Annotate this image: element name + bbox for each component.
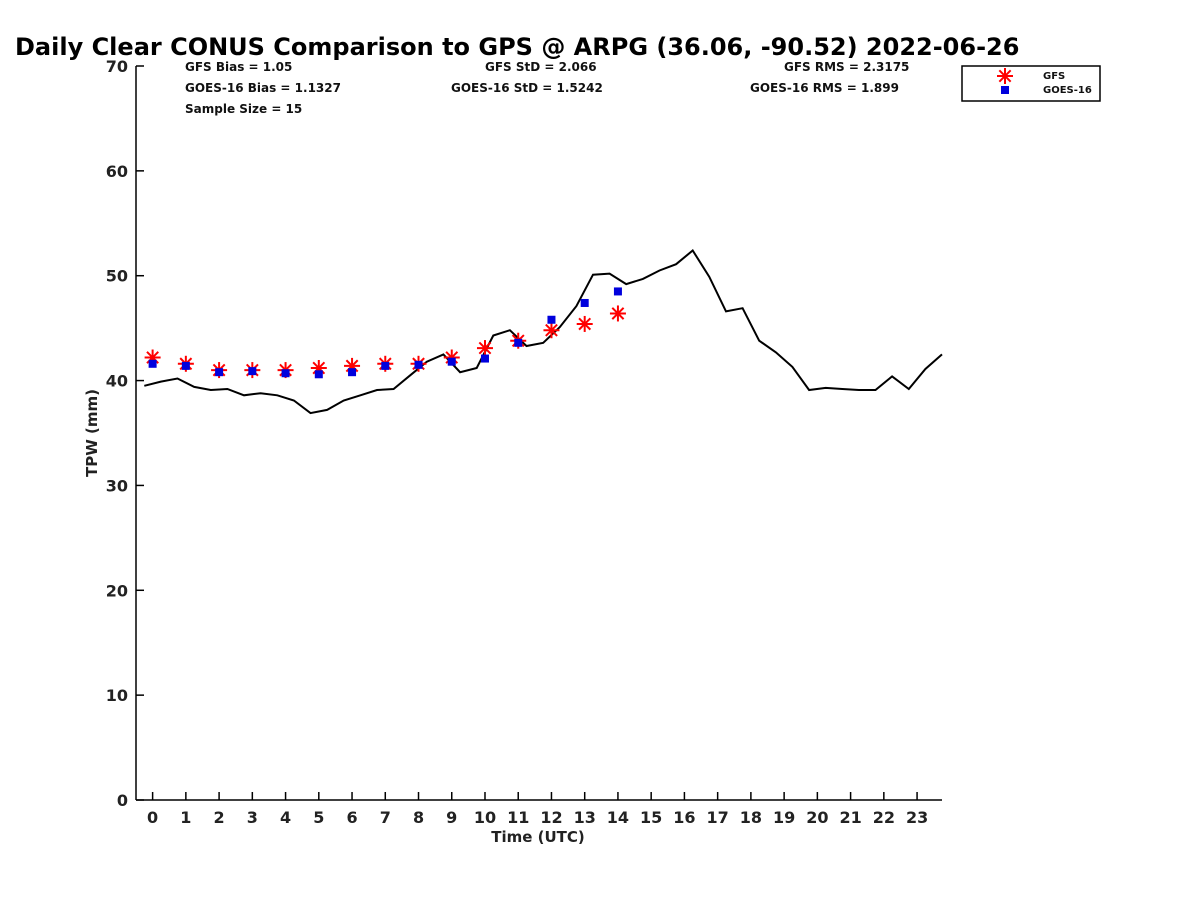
goes-point (514, 338, 523, 347)
goes-point (148, 359, 157, 368)
goes-point (181, 361, 190, 370)
plot-area (144, 249, 943, 415)
legend-goes-marker (1001, 86, 1009, 94)
x-tick-label: 11 (507, 808, 529, 827)
y-tick-label: 40 (106, 372, 128, 391)
goes-point (547, 315, 556, 324)
stat-goes-std: GOES-16 StD = 1.5242 (451, 81, 603, 95)
x-tick-label: 20 (806, 808, 828, 827)
goes-point (414, 360, 423, 369)
stats-block: GFS Bias = 1.05 GOES-16 Bias = 1.1327 Sa… (185, 60, 909, 116)
legend-goes-label: GOES-16 (1043, 85, 1092, 96)
x-tick-label: 23 (906, 808, 928, 827)
stat-goes-rms: GOES-16 RMS = 1.899 (750, 81, 899, 95)
gps-line (144, 249, 943, 415)
gfs-point (576, 315, 593, 332)
x-tick-label: 8 (413, 808, 424, 827)
goes-point (447, 357, 456, 366)
x-tick-label: 19 (773, 808, 795, 827)
goes-point (480, 354, 489, 363)
x-tick-label: 13 (574, 808, 596, 827)
goes-point (281, 369, 290, 378)
x-tick-label: 6 (346, 808, 357, 827)
x-tick-label: 16 (673, 808, 695, 827)
x-tick-label: 2 (214, 808, 225, 827)
x-tick-label: 5 (313, 808, 324, 827)
goes-point (215, 368, 224, 377)
x-tick-label: 18 (740, 808, 762, 827)
legend-gfs-asterisk (997, 68, 1013, 84)
x-tick-label: 14 (607, 808, 629, 827)
stat-gfs-std: GFS StD = 2.066 (485, 60, 597, 74)
y-tick-label: 30 (106, 476, 128, 495)
y-tick-label: 20 (106, 581, 128, 600)
y-tick-label: 60 (106, 162, 128, 181)
x-tick-label: 7 (380, 808, 391, 827)
x-axis-label: Time (UTC) (491, 828, 585, 846)
y-axis-label: TPW (mm) (83, 389, 101, 477)
x-tick-label: 10 (474, 808, 496, 827)
x-tick-label: 3 (247, 808, 258, 827)
goes-point (248, 367, 257, 376)
goes-point (613, 287, 622, 296)
legend-gfs-label: GFS (1043, 71, 1065, 82)
goes-point (381, 361, 390, 370)
y-tick-label: 50 (106, 267, 128, 286)
stat-gfs-rms: GFS RMS = 2.3175 (784, 60, 909, 74)
gfs-point (476, 340, 493, 357)
goes-point (314, 370, 323, 379)
stat-goes-bias: GOES-16 Bias = 1.1327 (185, 81, 341, 95)
gfs-point (609, 305, 626, 322)
y-tick-label: 10 (106, 686, 128, 705)
x-tick-label: 12 (540, 808, 562, 827)
x-tick-label: 15 (640, 808, 662, 827)
chart-title: Daily Clear CONUS Comparison to GPS @ AR… (15, 33, 1019, 61)
x-tick-label: 1 (180, 808, 191, 827)
legend-box (961, 65, 1101, 102)
y-tick-label: 0 (117, 791, 128, 810)
stat-sample-size: Sample Size = 15 (185, 102, 302, 116)
goes-point (348, 368, 357, 377)
x-tick-label: 17 (707, 808, 729, 827)
legend-gfs-marker (997, 68, 1013, 84)
gfs-point (543, 322, 560, 339)
x-tick-label: 9 (446, 808, 457, 827)
legend: GFS GOES-16 (961, 65, 1101, 102)
stat-gfs-bias: GFS Bias = 1.05 (185, 60, 292, 74)
x-tick-label: 22 (873, 808, 895, 827)
y-tick-label: 70 (106, 57, 128, 76)
goes-point (580, 298, 589, 307)
x-tick-label: 21 (839, 808, 861, 827)
x-tick-label: 0 (147, 808, 158, 827)
x-tick-label: 4 (280, 808, 291, 827)
